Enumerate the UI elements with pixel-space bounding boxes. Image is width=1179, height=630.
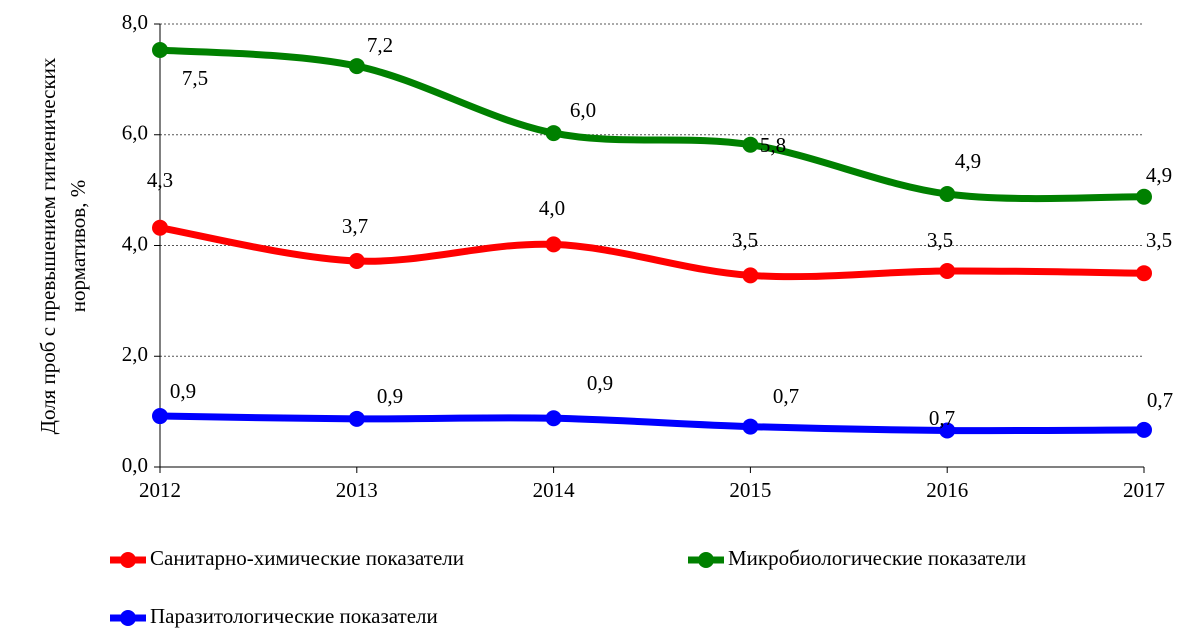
data-label: 3,7 (342, 214, 368, 238)
x-tick-label: 2012 (139, 478, 181, 502)
data-label: 0,9 (587, 371, 613, 395)
x-tick-label: 2013 (336, 478, 378, 502)
series-line (156, 46, 1148, 203)
marker (152, 219, 168, 236)
x-tick-label: 2016 (926, 478, 968, 502)
marker (545, 125, 562, 142)
marker (1136, 421, 1152, 438)
series-line (156, 224, 1148, 281)
marker (348, 410, 365, 427)
marker (742, 136, 759, 153)
marker (939, 262, 956, 279)
data-label: 0,9 (170, 379, 196, 403)
marker (742, 418, 759, 435)
data-label: 7,2 (367, 33, 393, 57)
data-label: 7,5 (182, 66, 208, 90)
x-tick-label: 2017 (1123, 478, 1165, 502)
marker (348, 253, 365, 270)
data-label: 5,8 (760, 133, 786, 157)
marker (939, 422, 956, 439)
data-label: 0,7 (929, 406, 955, 430)
marker (1136, 188, 1152, 205)
legend-label: Микробиологические показатели (728, 546, 1026, 570)
y-tick-label: 0,0 (122, 453, 148, 477)
data-label: 0,7 (1147, 388, 1173, 412)
y-axis-label: нормативов, % (66, 180, 90, 312)
marker (939, 186, 956, 203)
legend-label: Паразитологические показатели (150, 604, 438, 628)
marker (348, 58, 365, 75)
y-tick-label: 8,0 (122, 10, 148, 34)
x-tick-label: 2014 (533, 478, 576, 502)
data-label: 4,9 (1146, 163, 1172, 187)
marker (742, 267, 759, 284)
marker (1136, 265, 1152, 282)
marker (545, 410, 562, 427)
y-tick-label: 4,0 (122, 231, 148, 255)
x-tick-label: 2015 (729, 478, 771, 502)
y-axis-label: Доля проб с превышением гигиенических (36, 57, 60, 434)
legend-marker (120, 610, 136, 626)
y-tick-label: 2,0 (122, 342, 148, 366)
data-label: 3,5 (927, 228, 953, 252)
y-tick-label: 6,0 (122, 121, 148, 145)
marker (152, 42, 168, 59)
data-label: 0,7 (773, 384, 799, 408)
data-label: 3,5 (732, 228, 758, 252)
series-line (156, 412, 1148, 435)
data-label: 0,9 (377, 384, 403, 408)
data-label: 3,5 (1146, 228, 1172, 252)
data-label: 4,3 (147, 168, 173, 192)
data-label: 4,0 (539, 196, 565, 220)
marker (545, 236, 562, 253)
marker (152, 408, 168, 425)
data-label: 6,0 (570, 98, 596, 122)
legend-marker (698, 552, 714, 568)
legend-marker (120, 552, 136, 568)
legend-label: Санитарно-химические показатели (150, 546, 464, 570)
data-label: 4,9 (955, 149, 981, 173)
